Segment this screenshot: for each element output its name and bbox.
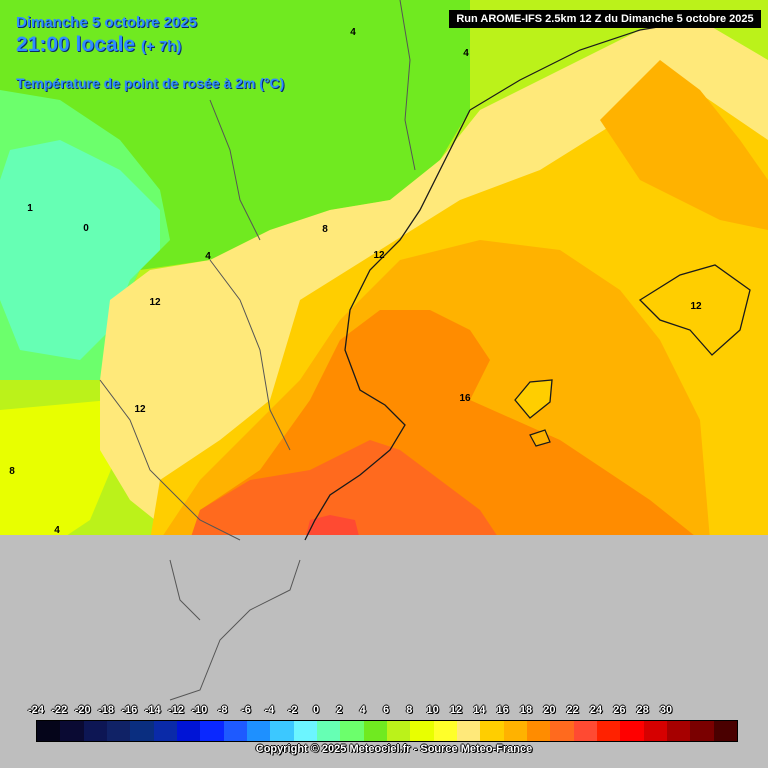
forecast-date: Dimanche 5 octobre 2025 [16,14,197,31]
coastline-balearic-ibiza [514,379,553,419]
scale-label: 0 [312,704,320,716]
scale-cell [340,721,364,741]
scale-label: -22 [51,704,68,716]
forecast-time: 21:00 locale (+ 7h) [16,33,181,57]
run-info-banner: Run AROME-IFS 2.5km 12 Z du Dimanche 5 o… [449,10,761,28]
scale-cell [550,721,574,741]
scale-cell [200,721,224,741]
isoline-label: 4 [350,27,356,38]
scale-cell [223,721,247,741]
isoline-label: 12 [373,250,385,261]
border-4 [169,559,201,621]
scale-label: -14 [144,704,161,716]
isoline-label: 16 [459,393,471,404]
field-18 [190,440,500,540]
scale-cell [456,721,481,741]
scale-cell [363,721,387,741]
parameter-title: Température de point de rosée à 2m (°C) [16,75,285,91]
field-4-light [0,400,115,540]
field-18b [305,515,360,540]
scale-label: 26 [613,704,626,716]
scale-cell [176,721,201,741]
scale-label: 28 [636,704,649,716]
isoline-label: 4 [205,251,211,262]
scale-label: -8 [217,704,228,716]
scale-cell [106,721,131,741]
scale-label: 20 [543,704,556,716]
scale-cell [713,721,737,741]
scale-label: 18 [519,704,533,716]
scale-label: -4 [264,704,275,716]
scale-label: 4 [359,704,366,716]
isoline-label: 12 [149,297,161,308]
border-5 [209,99,261,241]
scale-cell [293,721,317,741]
scale-cell [666,721,691,741]
scale-cell [620,721,644,741]
coastline-balearic-formentera [529,429,551,447]
isoline-label: 1 [27,203,33,214]
forecast-time-value: 21:00 locale [16,33,136,56]
scale-label: 16 [496,704,509,716]
border-2 [209,259,291,451]
scale-cell [480,721,504,741]
isoline-label: 12 [690,301,702,312]
coastline-main [304,109,471,541]
scale-cell [410,721,434,741]
color-scale-labels: -24 -22 -20 -18 -16 -14 -12 -10 -8 -6 -4 -2 0 2 4 6 8 10 1… [28,704,736,718]
scale-label: -20 [74,704,91,716]
isoline-label: 4 [54,525,60,536]
scale-label: 2 [336,704,343,716]
scale-label: 6 [382,704,390,716]
isoline-label: 8 [9,466,15,477]
scale-cell [596,721,621,741]
scale-cell [316,721,341,741]
scale-cell [386,721,411,741]
field-14-east [600,60,768,230]
scale-cell [130,721,154,741]
copyright-notice: Copyright © 2025 Meteociel.fr - Source M… [255,743,533,755]
border-1 [99,379,241,541]
scale-cell [246,721,271,741]
isoline-label: 8 [322,224,328,235]
scale-label: 24 [589,704,603,716]
scale-label: -24 [28,704,44,716]
scale-label: 10 [426,704,439,716]
scale-cell [573,721,597,741]
scale-cell [503,721,527,741]
scale-label: 22 [566,704,579,716]
scale-label: 12 [449,704,463,716]
scale-label: 8 [406,704,413,716]
scale-cell [526,721,551,741]
scale-cell [153,721,177,741]
border-6 [399,0,416,171]
scale-cell [643,721,667,741]
isoline-labels: 4 4 1 0 8 4 12 12 12 12 16 8 4 [9,27,702,536]
forecast-offset: (+ 7h) [140,38,182,55]
scale-label: -6 [241,704,251,716]
scale-label: -10 [191,704,208,716]
scale-cell [83,721,107,741]
scale-label: 14 [473,704,486,716]
isoline-label: 12 [134,404,146,415]
scale-cell [60,721,84,741]
scale-cell [690,721,714,741]
scale-label: -12 [168,704,184,716]
isoline-label: 0 [83,223,89,234]
coastline-balearic-mallorca [638,264,751,356]
isoline-label: 4 [463,48,469,59]
scale-label: 30 [659,704,673,716]
border-3 [169,559,301,701]
scale-label: -18 [98,704,114,716]
scale-cell [270,721,294,741]
color-scale-bar [36,720,738,742]
scale-label: -16 [121,704,138,716]
scale-cell [37,721,61,741]
scale-cell [433,721,457,741]
scale-label: -2 [287,704,298,716]
